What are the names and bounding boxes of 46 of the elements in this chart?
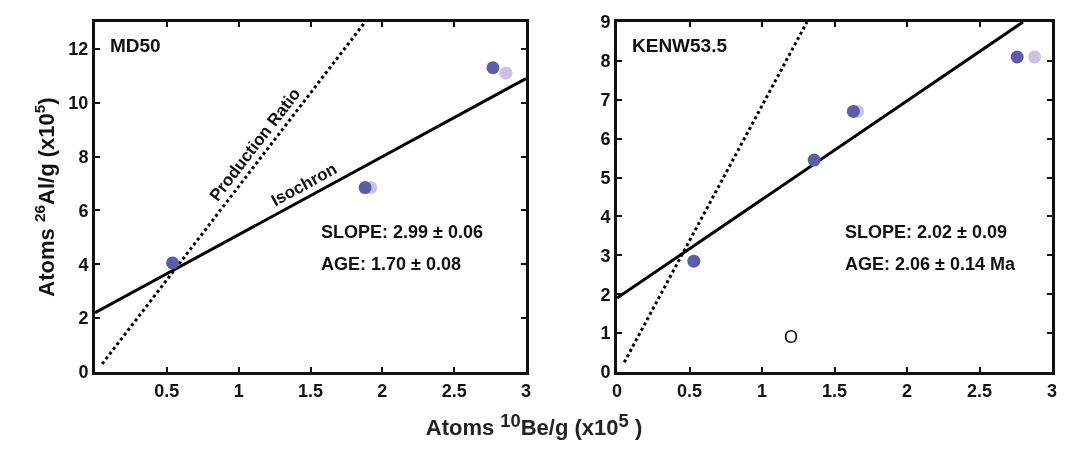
point: [846, 104, 860, 118]
y-tick-label: 9: [600, 12, 611, 33]
annotation: SLOPE: 2.99 ± 0.06: [321, 222, 483, 242]
y-tick-label: 0: [78, 362, 89, 383]
y-tick-label: 8: [600, 51, 611, 72]
point: [687, 254, 701, 268]
text: KENW53.5: [632, 35, 728, 56]
x-tick-label: 2.5: [966, 380, 993, 401]
x-tick-label: 1.5: [297, 380, 324, 401]
y-tick-label: 0: [600, 362, 611, 383]
point: [499, 66, 513, 80]
y-tick-label: 1: [600, 323, 611, 344]
text: MD50: [110, 35, 161, 56]
y-tick-label: 12: [68, 39, 89, 60]
x-tick-label: 1: [756, 380, 768, 401]
y-tick-label: 7: [600, 90, 611, 111]
point: [1010, 50, 1024, 64]
point: [486, 61, 500, 75]
point: [1028, 50, 1042, 64]
annotation: O: [784, 327, 799, 347]
point: [358, 181, 372, 195]
point: [807, 153, 821, 167]
y-tick-label: 6: [600, 128, 611, 149]
x-tick-label: 1.5: [821, 380, 848, 401]
x-tick-label: 3: [1046, 380, 1058, 401]
x-tick-label: 2: [377, 380, 388, 401]
annotation: AGE: 1.70 ± 0.08: [321, 254, 461, 274]
point: [166, 256, 180, 270]
x-tick-label: 0.5: [676, 380, 703, 401]
y-tick-label: 5: [600, 167, 611, 188]
x-tick-label: 3: [520, 380, 532, 401]
y-tick-label: 4: [78, 254, 89, 275]
y-tick-label: 2: [78, 308, 89, 329]
x-tick-label: 2.5: [441, 380, 467, 401]
x-axis-title: Atoms $^{10}$Be/g (x10$^{5}$ ): [424, 410, 644, 442]
y-tick-label: 2: [600, 284, 611, 305]
x-tick-label: 2: [901, 380, 913, 401]
y-tick-label: 10: [68, 93, 89, 114]
y-tick-label: 6: [78, 200, 89, 221]
annotation: SLOPE: 2.02 ± 0.09: [845, 222, 1007, 242]
y-tick-label: 4: [600, 206, 611, 227]
annotation: AGE: 2.06 ± 0.14 Ma: [845, 254, 1016, 274]
y-tick-label: 8: [78, 146, 89, 167]
x-tick-label: 1: [233, 380, 244, 401]
y-tick-label: 3: [600, 245, 611, 266]
x-tick-label: 0.5: [154, 380, 180, 401]
